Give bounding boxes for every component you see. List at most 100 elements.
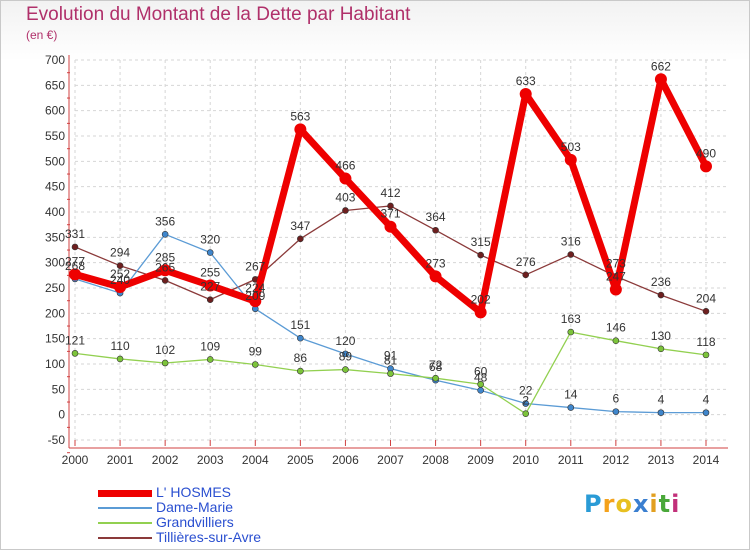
data-label: 315 [471,235,491,249]
data-label: 209 [245,289,265,303]
data-label: 412 [380,186,400,200]
data-label: 364 [426,210,446,224]
data-point [700,160,712,173]
data-point [702,351,710,359]
y-tick-label: 700 [45,53,65,67]
data-label: 118 [696,335,715,349]
data-label: 22 [519,384,533,398]
x-tick-label: 2014 [693,453,720,467]
data-point [116,355,124,363]
data-label: 163 [561,312,581,326]
data-label: 563 [290,109,310,123]
y-tick-label: 0 [58,408,65,422]
y-tick-label: 50 [52,382,66,396]
legend-label: Tillières-sur-Avre [156,529,262,545]
legend-label: Grandvilliers [156,514,234,530]
data-point [384,220,397,233]
data-label: 277 [65,254,85,268]
data-label: 120 [335,334,355,348]
y-tick-label: 550 [45,129,65,143]
y-tick-label: 450 [45,180,65,194]
data-label: 121 [65,333,85,347]
data-point [702,409,710,416]
data-point [657,291,665,299]
data-label: 331 [65,227,85,241]
data-point [612,337,620,344]
x-tick-label: 2010 [512,453,539,467]
data-label: 146 [606,321,626,335]
data-label: 662 [651,59,671,73]
x-tick-label: 2008 [422,453,449,467]
data-label: 60 [474,364,488,378]
legend-label: L' HOSMES [156,484,232,500]
data-point [612,408,620,415]
data-label: 48 [474,370,488,384]
data-point [71,350,79,357]
data-point [206,296,214,303]
data-point [654,73,667,86]
data-label: 102 [155,343,175,357]
data-label: 91 [384,349,398,363]
data-point [474,306,487,319]
data-label: 316 [561,235,581,249]
y-tick-label: 250 [45,281,65,295]
y-tick-label: 650 [45,78,65,92]
data-label: 202 [471,292,491,306]
logo-letter: i [671,490,681,518]
data-label: 204 [696,291,716,305]
data-point [432,374,439,382]
proxiti-logo[interactable]: Proxiti [584,490,680,518]
data-label: 403 [335,190,355,204]
data-point [657,345,665,353]
data-point [609,283,622,296]
data-point [297,235,304,243]
chart-title: Evolution du Montant de la Dette par Hab… [26,4,411,25]
line-chart: -50 0 50 100 150 200 250 300 350 400 450 500 550 600 6… [45,53,728,467]
data-label: 347 [290,219,310,233]
data-point [161,230,169,238]
data-label: 633 [516,74,536,88]
data-point [161,359,169,367]
data-point [657,409,665,416]
data-label: 227 [200,280,220,294]
data-label: 86 [294,351,308,365]
logo-letter: i [649,490,659,518]
y-tick-label: 100 [45,357,65,371]
data-point [297,367,304,375]
x-tick-label: 2007 [377,453,404,467]
data-point [251,361,259,368]
data-label: 68 [429,360,443,374]
data-point [702,308,710,315]
data-label: 99 [249,345,263,359]
data-label: 252 [110,267,130,281]
data-point [204,279,217,292]
y-tick-label: 150 [45,332,65,346]
data-label: 273 [606,256,626,270]
legend-swatch [98,489,152,497]
data-point [567,328,575,336]
data-label: 2 [522,394,529,408]
data-point [161,277,169,284]
x-tick-label: 2002 [152,453,179,467]
data-label: 4 [658,393,665,407]
data-point [477,387,484,394]
data-label: 267 [245,259,265,273]
legend-swatch [98,537,152,539]
data-label: 503 [561,140,581,154]
data-point [249,295,262,308]
data-point [477,380,484,388]
data-label: 294 [110,246,130,260]
data-label: 276 [516,255,536,269]
data-label: 110 [111,339,130,353]
data-label: 130 [651,329,671,343]
data-point [114,280,127,293]
logo-letter: t [658,490,672,518]
y-tick-label: 400 [45,205,65,219]
logo-letter: x [632,490,650,518]
data-label: 255 [200,265,220,279]
data-label: 356 [155,214,175,228]
y-tick-label: -50 [48,433,66,447]
data-label: 14 [564,388,578,402]
data-label: 81 [384,354,398,368]
